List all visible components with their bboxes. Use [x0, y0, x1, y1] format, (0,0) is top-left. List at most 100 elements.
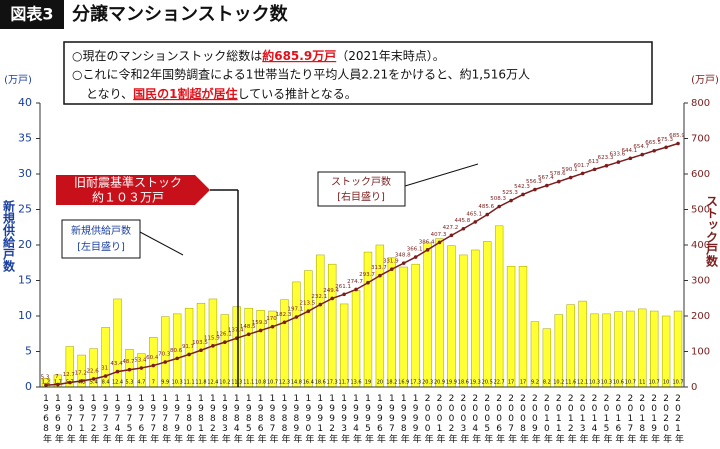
- line-value-label: 31: [101, 365, 108, 371]
- note-text: ○現在のマンションストック総数は: [72, 48, 262, 63]
- x-tick-label: 1995年: [363, 394, 374, 444]
- line-point: [127, 367, 132, 372]
- line-value-label: 485.6: [478, 204, 494, 210]
- line-value-label: 182.3: [276, 312, 292, 318]
- x-tick-label: 2010年: [542, 394, 553, 444]
- line-value-label: 601.7: [574, 163, 590, 169]
- line-point: [545, 183, 549, 188]
- line-value-label: 70.3: [158, 352, 171, 358]
- x-tick-label: 2008年: [518, 394, 529, 444]
- bar-value-label: 10.2: [553, 380, 564, 386]
- bar-value-label: 11.1: [184, 380, 195, 386]
- bar-value-label: 10.7: [649, 380, 660, 386]
- x-tick-label: 2016年: [613, 394, 624, 444]
- chart-title: 分譲マンションストック数: [72, 3, 289, 25]
- line-value-label: 644.1: [621, 148, 637, 154]
- line-value-label: 80.6: [170, 348, 183, 354]
- bar: [530, 321, 540, 388]
- line-value-label: 445.8: [454, 218, 470, 224]
- bar: [268, 310, 277, 388]
- bar: [459, 254, 468, 388]
- x-tick-label: 2020年: [661, 394, 672, 444]
- line-value-label: 91.7: [182, 344, 195, 350]
- x-tick-label: 1978年: [160, 394, 171, 444]
- line-value-label: 386.4: [419, 239, 435, 245]
- x-tick-label: 2007年: [506, 394, 517, 444]
- line-point: [652, 148, 656, 153]
- line-point: [151, 363, 156, 368]
- line-point: [568, 175, 573, 180]
- bar: [626, 310, 635, 388]
- line-point: [223, 340, 227, 345]
- bar-value-label: 12.4: [207, 380, 218, 386]
- line-point: [425, 248, 430, 252]
- bar-value-label: 5.4: [90, 380, 98, 386]
- bar-value-label: 11.1: [243, 380, 254, 386]
- bar-value-label: 7: [152, 380, 155, 386]
- callout-old-text: 旧耐震基準ストック: [74, 175, 182, 190]
- line-point: [616, 160, 621, 164]
- y-tick-label: 5: [25, 345, 32, 358]
- callout-bar-text: 新規供給戸数: [71, 224, 131, 237]
- bar-value-label: 1.2: [42, 380, 50, 386]
- line-point: [163, 360, 168, 364]
- x-tick-label: 1968年: [41, 394, 52, 444]
- line: [45, 142, 679, 386]
- bar: [494, 225, 504, 388]
- note-line: となり、国民の1割超が居住している推計となる。: [86, 86, 357, 101]
- line-point: [485, 212, 490, 217]
- line-point: [115, 369, 120, 374]
- line-value-label: 232.1: [311, 294, 327, 300]
- line-point: [306, 309, 311, 314]
- line-point: [56, 382, 60, 387]
- x-tick-label: 2014年: [590, 394, 601, 444]
- line-value-label: 590.1: [562, 167, 578, 173]
- bar-value-label: 10.3: [601, 380, 612, 386]
- note-line: ○現在のマンションストック総数は約685.9万戸（2021年末時点）。: [72, 48, 445, 63]
- x-tick-label: 1973年: [101, 394, 112, 444]
- line-point: [91, 377, 96, 381]
- bar: [554, 314, 563, 388]
- line-value-label: 623.3: [598, 155, 614, 161]
- bar-value-label: 12.1: [577, 380, 588, 386]
- x-tick-label: 1986年: [256, 394, 267, 444]
- line-point: [378, 273, 382, 278]
- x-tick-label: 2011年: [554, 394, 565, 444]
- callout-line-box: [317, 171, 406, 207]
- line-point: [413, 255, 418, 259]
- bar-value-label: 11.7: [339, 380, 350, 386]
- line-value-label: 613: [588, 159, 599, 165]
- bar: [506, 266, 516, 388]
- figure-label: 図表3: [10, 5, 53, 24]
- line-value-label: 366.1: [407, 247, 423, 253]
- line-point: [664, 145, 668, 150]
- bar-value-label: 20.3: [422, 380, 433, 386]
- callout-line-text: ストック戸数: [331, 175, 391, 188]
- callout-pointer: [139, 231, 184, 256]
- line-point: [640, 152, 645, 157]
- y2-tick-label: 300: [691, 276, 710, 287]
- x-tick-label: 2004年: [470, 394, 481, 444]
- line-point: [521, 192, 525, 197]
- y-tick-label: 15: [18, 274, 32, 287]
- x-tick-label: 1977年: [148, 394, 159, 444]
- line-value-label: 115.9: [204, 335, 220, 341]
- bar-value-label: 10.3: [172, 380, 183, 386]
- bar-value-label: 11.6: [565, 380, 576, 386]
- bar-value-label: 10.7: [625, 380, 636, 386]
- bar: [447, 245, 456, 388]
- note-box: [63, 41, 653, 105]
- bar-value-label: 17.3: [410, 380, 421, 386]
- line-point: [246, 332, 251, 337]
- line-value-label: 542.3: [514, 184, 530, 190]
- bar: [411, 263, 420, 388]
- x-tick-label: 1997年: [387, 394, 398, 444]
- y2-axis-label: ストック戸数: [705, 195, 719, 268]
- line-value-label: 556.3: [526, 179, 542, 185]
- y2-tick-label: 400: [691, 240, 710, 251]
- line-value-label: 261.1: [335, 284, 351, 290]
- bar: [673, 310, 683, 388]
- bar-value-label: 4.7: [137, 380, 145, 386]
- y2-tick-label: 800: [691, 98, 710, 109]
